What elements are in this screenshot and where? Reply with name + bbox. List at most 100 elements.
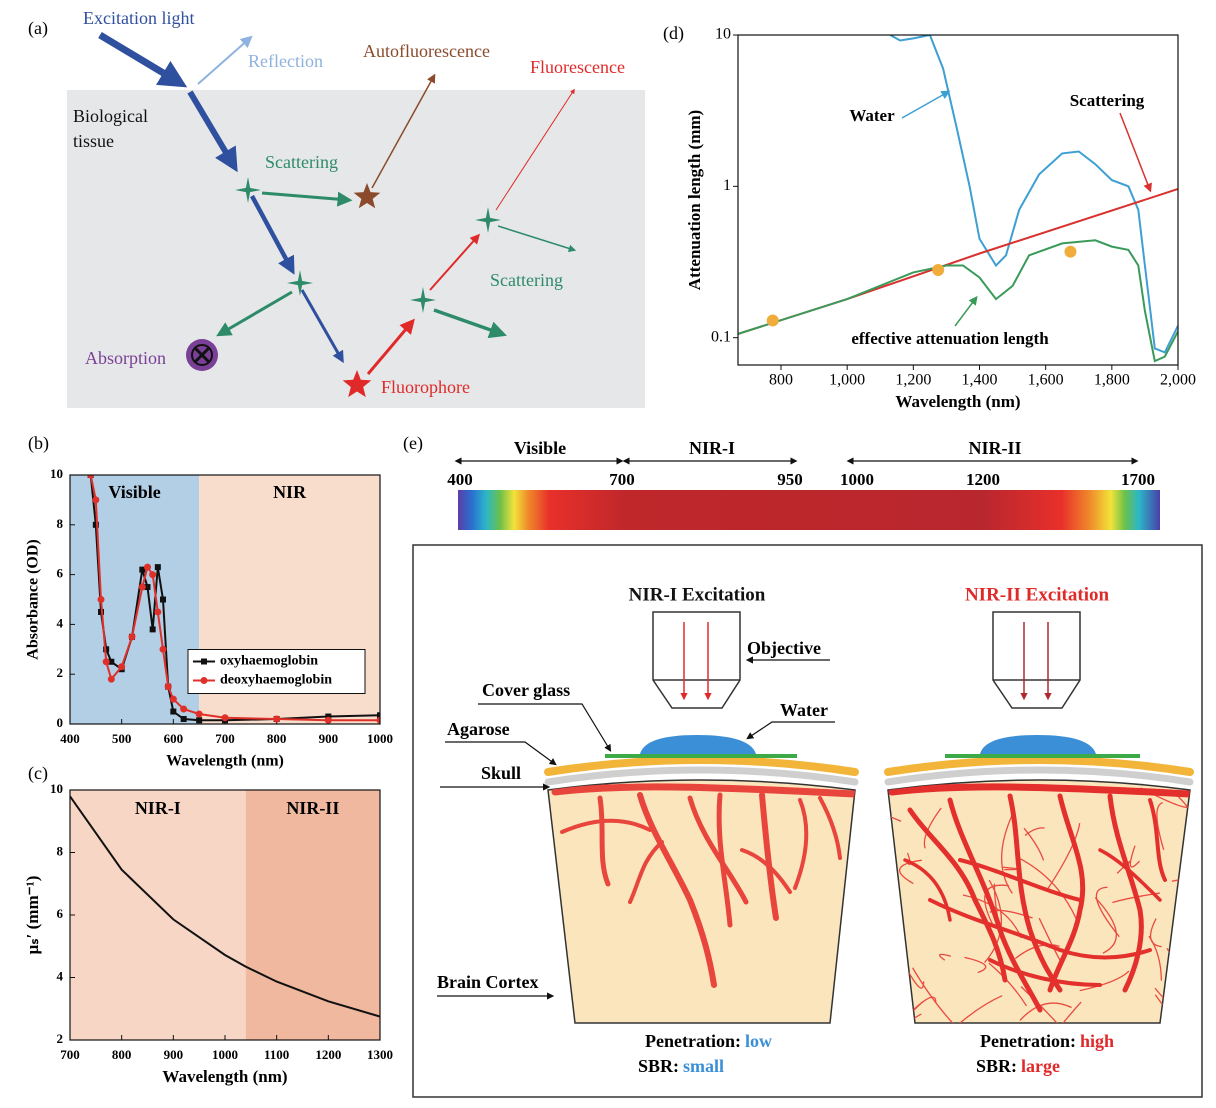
result-value: low <box>745 1031 772 1051</box>
region <box>70 475 200 724</box>
band-label: Visible <box>514 438 566 458</box>
spectrum-tick: 700 <box>609 470 635 489</box>
y-tick-label: 8 <box>57 843 64 858</box>
marker <box>102 658 110 666</box>
brain <box>547 779 856 1024</box>
y-tick-label: 4 <box>57 615 64 630</box>
x-tick-label: 800 <box>267 731 287 746</box>
y-tick-label: 10 <box>715 26 731 43</box>
point <box>766 314 779 327</box>
arrow <box>429 233 480 291</box>
vessel <box>964 956 987 974</box>
band-label: NIR-II <box>968 438 1021 458</box>
marker <box>87 475 95 479</box>
x-axis-label: Wavelength (nm) <box>162 1067 287 1086</box>
x-tick-label: 1200 <box>315 1047 341 1062</box>
setup-title: NIR-I Excitation <box>629 584 766 605</box>
skull <box>884 766 1194 786</box>
series-annotation: effective attenuation length <box>851 329 1049 348</box>
vessel <box>1019 1002 1072 1021</box>
marker <box>138 583 146 591</box>
vessel <box>912 996 937 1011</box>
skull <box>544 766 859 786</box>
series-annotation: Water <box>849 106 895 125</box>
arrow <box>300 289 344 364</box>
water <box>640 735 756 754</box>
vessel <box>938 953 951 961</box>
marker <box>376 716 380 724</box>
marker <box>98 608 104 615</box>
y-tick-label: 6 <box>57 906 64 921</box>
star <box>235 177 261 203</box>
vessel <box>1177 795 1190 863</box>
label: Fluorescence <box>530 57 625 77</box>
x-tick-label: 500 <box>112 731 132 746</box>
marker <box>273 715 281 723</box>
arrow <box>197 35 253 85</box>
y-tick-label: 10 <box>50 466 63 481</box>
arrow <box>250 194 295 275</box>
point <box>932 264 945 277</box>
objective <box>992 611 1081 709</box>
label: Reflection <box>248 51 323 71</box>
label: Excitation light <box>83 8 194 28</box>
y-axis-label: μₛ′ (mm⁻¹) <box>23 876 42 955</box>
plot-area <box>87 475 380 724</box>
vessels <box>888 785 1190 1023</box>
marker <box>128 633 136 641</box>
x-tick-label: 700 <box>60 1047 80 1062</box>
region-label: Visible <box>108 482 160 502</box>
x-tick-label: 800 <box>769 372 793 389</box>
absorber <box>193 346 211 364</box>
y-tick-label: 6 <box>57 566 64 581</box>
marker <box>160 596 166 603</box>
vessel <box>1046 823 1081 891</box>
vessel <box>1079 970 1130 992</box>
vessel <box>1023 827 1045 861</box>
marker <box>170 708 177 715</box>
x-tick-label: 2,000 <box>1160 372 1196 389</box>
spectrum-tick: 1000 <box>840 470 874 489</box>
band-label: NIR-I <box>689 438 735 458</box>
vessel <box>962 894 1022 939</box>
x-tick-label: 400 <box>60 731 80 746</box>
arrow <box>216 290 293 337</box>
spectrum-tick: 950 <box>777 470 803 489</box>
arrow <box>497 225 577 252</box>
vessel <box>888 785 902 822</box>
frame <box>737 34 1179 366</box>
star <box>287 270 313 296</box>
leader <box>478 703 612 752</box>
absorber <box>191 344 213 366</box>
label: Skull <box>481 763 521 783</box>
marker <box>180 716 187 723</box>
vessel <box>899 859 922 885</box>
marker <box>164 683 172 691</box>
marker <box>324 716 332 724</box>
vessels <box>551 783 855 988</box>
marker <box>103 646 110 653</box>
diagram-e: Visible NIR-I NIR-II 400 700 950 1000 12… <box>412 438 1203 1098</box>
x-axis-label: Wavelength (nm) <box>895 392 1020 411</box>
vessel <box>912 967 975 1023</box>
vessel <box>927 995 1003 1023</box>
vessels <box>888 783 1190 1013</box>
result-label: SBR: <box>976 1056 1017 1076</box>
star <box>475 207 501 233</box>
series-annotation: Scattering <box>1070 91 1145 110</box>
series-line <box>70 795 380 1018</box>
frame <box>69 789 381 1041</box>
y-tick-label: 8 <box>57 516 64 531</box>
vessel <box>1018 857 1077 920</box>
vessel <box>1012 1001 1082 1023</box>
setup-title: NIR-II Excitation <box>965 584 1110 605</box>
label: Water <box>780 700 828 720</box>
marker <box>149 626 156 633</box>
marker <box>97 596 105 603</box>
marker <box>107 675 115 683</box>
chart: NIR-I NIR-II 700 800 900 1000 1100 1200 1300 2 4 6 8… <box>23 781 393 1086</box>
x-tick-label: 1100 <box>264 1047 289 1062</box>
arrow <box>366 318 415 375</box>
